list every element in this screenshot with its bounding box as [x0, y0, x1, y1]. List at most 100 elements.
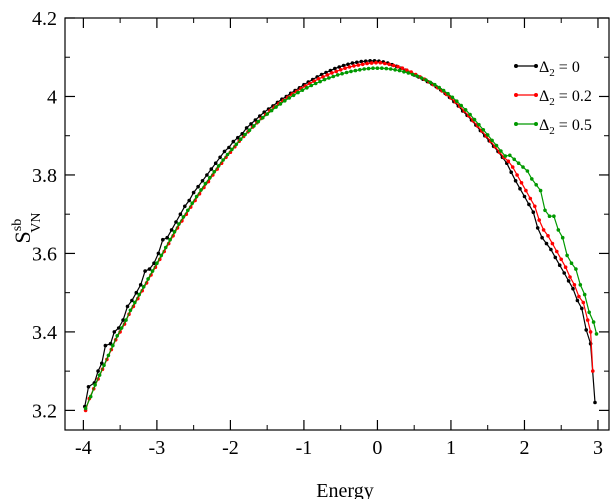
data-point	[437, 85, 442, 90]
data-point	[234, 142, 239, 147]
x-axis-label: Energy	[316, 480, 373, 499]
data-point	[571, 286, 575, 291]
data-point	[213, 161, 218, 165]
data-point	[191, 190, 196, 195]
data-point	[537, 218, 541, 222]
data-point	[400, 66, 405, 70]
data-point	[352, 64, 356, 68]
data-point	[150, 269, 155, 273]
y-tick-label: 4	[47, 86, 57, 108]
data-point	[227, 145, 231, 150]
data-point	[499, 149, 503, 153]
data-point	[256, 119, 261, 124]
data-point	[510, 165, 515, 169]
data-point	[102, 363, 106, 368]
data-point	[177, 222, 181, 226]
data-point	[534, 183, 538, 187]
data-point	[433, 82, 437, 87]
data-point	[287, 96, 292, 100]
y-axis-label-base: S	[10, 231, 35, 243]
data-point	[331, 74, 336, 79]
data-point	[369, 61, 374, 65]
data-point	[388, 67, 393, 71]
data-point	[300, 88, 305, 92]
data-point	[291, 93, 296, 98]
data-point	[186, 208, 190, 213]
data-point	[591, 320, 596, 324]
data-point	[450, 95, 455, 100]
data-point	[316, 77, 321, 81]
data-point	[560, 235, 565, 240]
data-point	[333, 66, 337, 71]
data-point	[265, 112, 270, 116]
data-point	[194, 194, 199, 199]
x-tick-label: -1	[296, 437, 313, 459]
data-point	[335, 73, 340, 77]
data-point	[318, 79, 322, 84]
y-axis-label: Ssb VN	[10, 213, 44, 244]
data-point	[531, 210, 536, 214]
data-point	[472, 117, 477, 122]
data-point	[584, 328, 588, 332]
data-point	[274, 105, 278, 109]
data-point	[163, 245, 168, 250]
legend-marker	[514, 122, 518, 126]
data-point	[371, 66, 375, 70]
data-point	[515, 173, 519, 177]
data-point	[477, 122, 481, 127]
data-point	[459, 103, 464, 108]
data-point	[387, 62, 392, 67]
data-point	[365, 61, 369, 66]
data-point	[463, 108, 468, 112]
y-axis-label-sup: sb	[10, 219, 25, 231]
plot-frame	[64, 17, 610, 431]
data-point	[393, 68, 397, 72]
y-tick-label: 3.2	[32, 400, 57, 422]
legend-marker	[534, 93, 538, 97]
data-point	[563, 265, 568, 270]
data-point	[582, 292, 587, 297]
data-point	[494, 143, 499, 148]
data-point	[549, 247, 553, 252]
legend-item: Δ2 = 0.5	[514, 117, 592, 137]
data-point	[96, 369, 100, 373]
data-point	[322, 77, 327, 82]
data-point	[278, 102, 283, 106]
data-point	[125, 304, 130, 309]
data-point	[508, 153, 512, 158]
data-point	[199, 188, 203, 192]
data-point	[344, 70, 349, 75]
data-point	[347, 65, 352, 69]
data-point	[196, 184, 200, 189]
data-point	[212, 170, 216, 174]
data-point	[402, 70, 406, 74]
data-point	[588, 330, 593, 334]
data-point	[296, 90, 300, 95]
data-point	[565, 253, 569, 258]
data-point	[521, 165, 525, 169]
data-point	[146, 277, 150, 281]
data-point	[165, 235, 169, 240]
data-point	[550, 241, 555, 246]
data-point	[112, 330, 117, 334]
data-point	[313, 81, 318, 86]
data-point	[575, 298, 580, 303]
y-tick-label: 3.6	[32, 243, 57, 265]
data-point	[540, 235, 544, 240]
x-tick-label: -2	[222, 437, 239, 459]
data-point	[208, 175, 212, 180]
data-point	[325, 73, 330, 77]
data-point	[283, 99, 287, 103]
data-point	[516, 161, 521, 165]
data-point	[455, 99, 459, 103]
data-point	[147, 267, 152, 271]
data-point	[252, 124, 256, 128]
data-point	[349, 69, 353, 74]
data-point	[337, 65, 342, 69]
legend-item: Δ2 = 0	[514, 59, 580, 79]
data-point	[553, 255, 558, 260]
data-point	[350, 61, 355, 65]
data-point	[424, 78, 428, 82]
data-point	[580, 306, 584, 311]
